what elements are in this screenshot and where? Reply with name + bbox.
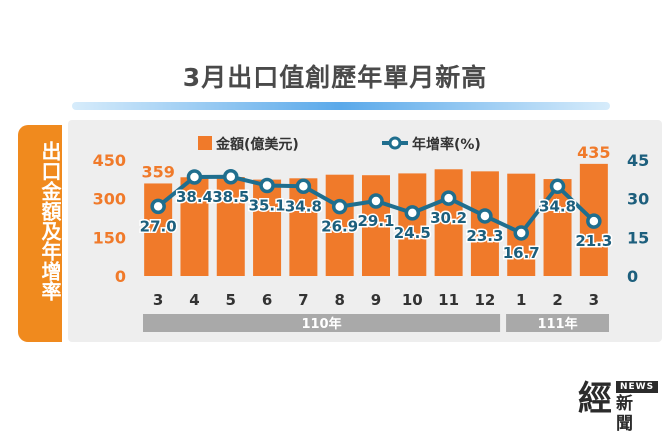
x-axis-tick-label: 10: [402, 291, 423, 309]
logo-main-glyph: 經: [578, 379, 612, 419]
bar: [434, 169, 463, 276]
growth-point: [150, 198, 166, 215]
left-axis-tick-label: 450: [93, 151, 126, 170]
right-axis-tick-label: 30: [627, 190, 649, 209]
growth-point: [549, 178, 566, 195]
x-axis-tick-label: 4: [189, 291, 199, 309]
growth-value-label: 34.8: [539, 197, 576, 215]
left-axis-tick-label: 0: [115, 267, 126, 286]
left-axis-tick-label: 150: [93, 228, 126, 247]
right-axis-tick-label: 45: [627, 151, 649, 170]
growth-point: [295, 178, 312, 195]
x-axis-tick-label: 1: [516, 291, 526, 309]
growth-value-label: 24.5: [394, 224, 431, 242]
year-band-label: 111年: [537, 316, 577, 332]
growth-value-label: 38.5: [212, 188, 249, 206]
bar: [253, 179, 282, 276]
growth-value-label: 30.2: [430, 209, 467, 227]
growth-point: [513, 225, 529, 241]
growth-point: [186, 169, 203, 185]
x-axis-tick-label: 8: [334, 291, 344, 309]
growth-point: [440, 190, 457, 206]
x-axis-tick-label: 3: [153, 291, 163, 309]
growth-point: [223, 169, 239, 185]
right-axis-tick-label: 15: [627, 228, 649, 247]
growth-point: [259, 177, 275, 194]
growth-value-label: 23.3: [466, 227, 503, 245]
legend-line-label: 年增率(%): [412, 136, 481, 153]
chart-infographic: 3月出口值創歷年單月新高 出口金額及年增率 0 150 300 450 0 15 30 45 3…: [18, 63, 662, 434]
title-underline: [72, 102, 610, 110]
x-axis-tick-label: 6: [262, 291, 272, 309]
year-band: [506, 314, 609, 332]
legend-line-marker: [388, 136, 402, 150]
growth-value-label: 34.8: [285, 197, 322, 215]
bar: [216, 177, 245, 276]
bar: [289, 178, 318, 276]
legend-bar-label: 金額(億美元): [215, 136, 299, 153]
side-label-tab: 出口金額及年增率: [18, 125, 62, 342]
growth-value-label: 35.1: [249, 197, 286, 215]
right-axis-tick-label: 0: [627, 267, 638, 286]
x-axis-tick-label: 7: [298, 291, 308, 309]
x-axis-tick-label: 11: [438, 291, 459, 309]
bar: [180, 177, 209, 276]
x-axis-tick-label: 5: [226, 291, 236, 309]
x-axis-tick-label: 12: [474, 291, 495, 309]
growth-value-label: 26.9: [321, 218, 358, 236]
growth-value-label: 21.3: [575, 232, 612, 250]
logo-sub-text: 新聞: [616, 394, 633, 434]
growth-value-label: 27.0: [140, 217, 177, 235]
x-axis-tick-label: 2: [552, 291, 562, 309]
x-axis-tick-label: 3: [589, 291, 599, 309]
growth-value-label: 16.7: [503, 244, 540, 262]
growth-value-label: 38.4: [176, 188, 213, 206]
bar: [325, 174, 354, 276]
side-label-text: 出口金額及年增率: [38, 141, 62, 301]
left-axis-tick-label: 300: [93, 190, 126, 209]
bar: [362, 175, 390, 276]
year-band-label: 110年: [301, 316, 341, 332]
growth-point: [586, 213, 602, 229]
growth-point: [477, 208, 493, 224]
chart-title: 3月出口值創歷年單月新高: [182, 63, 488, 92]
legend-bar-swatch: [198, 136, 212, 150]
growth-point: [331, 198, 348, 215]
growth-value-label: 29.1: [357, 212, 394, 230]
bar: [507, 173, 536, 276]
bar-value-label: 359: [141, 162, 174, 181]
growth-point: [404, 205, 421, 221]
logo-news-badge: NEWS: [616, 381, 659, 393]
bar-value-label: 435: [577, 143, 610, 162]
bar: [398, 173, 427, 276]
growth-point: [368, 193, 384, 209]
x-axis-tick-label: 9: [371, 291, 381, 309]
year-band: [143, 314, 501, 332]
